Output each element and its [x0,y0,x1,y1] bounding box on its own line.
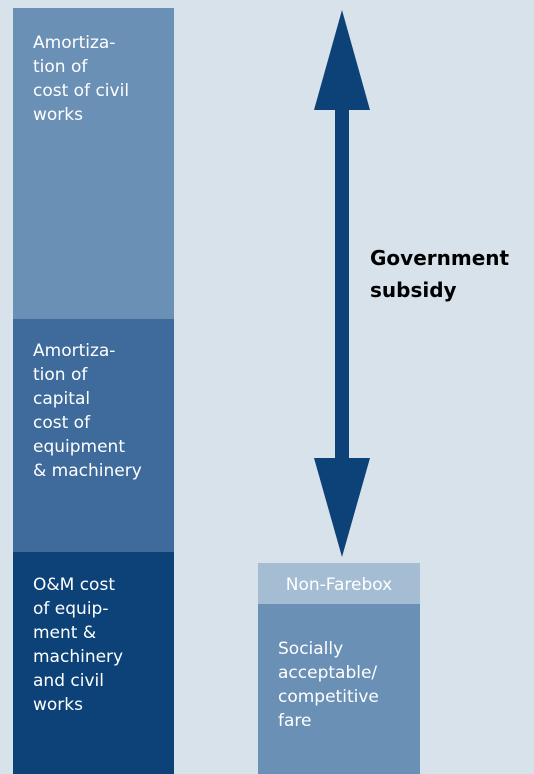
block-text: tion of [33,57,88,77]
block-text: Amortiza- [33,341,115,361]
non-farebox-box [258,563,420,604]
block-text: cost of [33,413,91,433]
non-farebox-label: Non-Farebox [286,575,392,595]
block-text: Amortiza- [33,33,115,53]
block-text: tion of [33,365,88,385]
block-text: O&M cost [33,575,115,595]
subsidy-label: subsidy [370,278,457,302]
block-text: cost of civil [33,81,129,101]
block-text: works [33,695,83,715]
block-text: works [33,105,83,125]
fare-text: competitive [278,687,379,707]
civil-works-block [13,8,174,319]
om-block [13,552,174,774]
block-text: capital [33,389,90,409]
block-text: machinery [33,647,123,667]
equipment-block [13,319,174,552]
fare-text: Socially [278,639,343,659]
block-text: & machinery [33,461,142,481]
block-text: of equip- [33,599,108,619]
block-text: and civil [33,671,104,691]
fare-text: acceptable/ [278,663,377,683]
block-text: ment & [33,623,96,643]
block-text: equipment [33,437,125,457]
fare-box [258,604,420,774]
subsidy-label: Government [370,246,510,270]
fare-text: fare [278,711,311,731]
subsidy-arrow [314,10,370,557]
